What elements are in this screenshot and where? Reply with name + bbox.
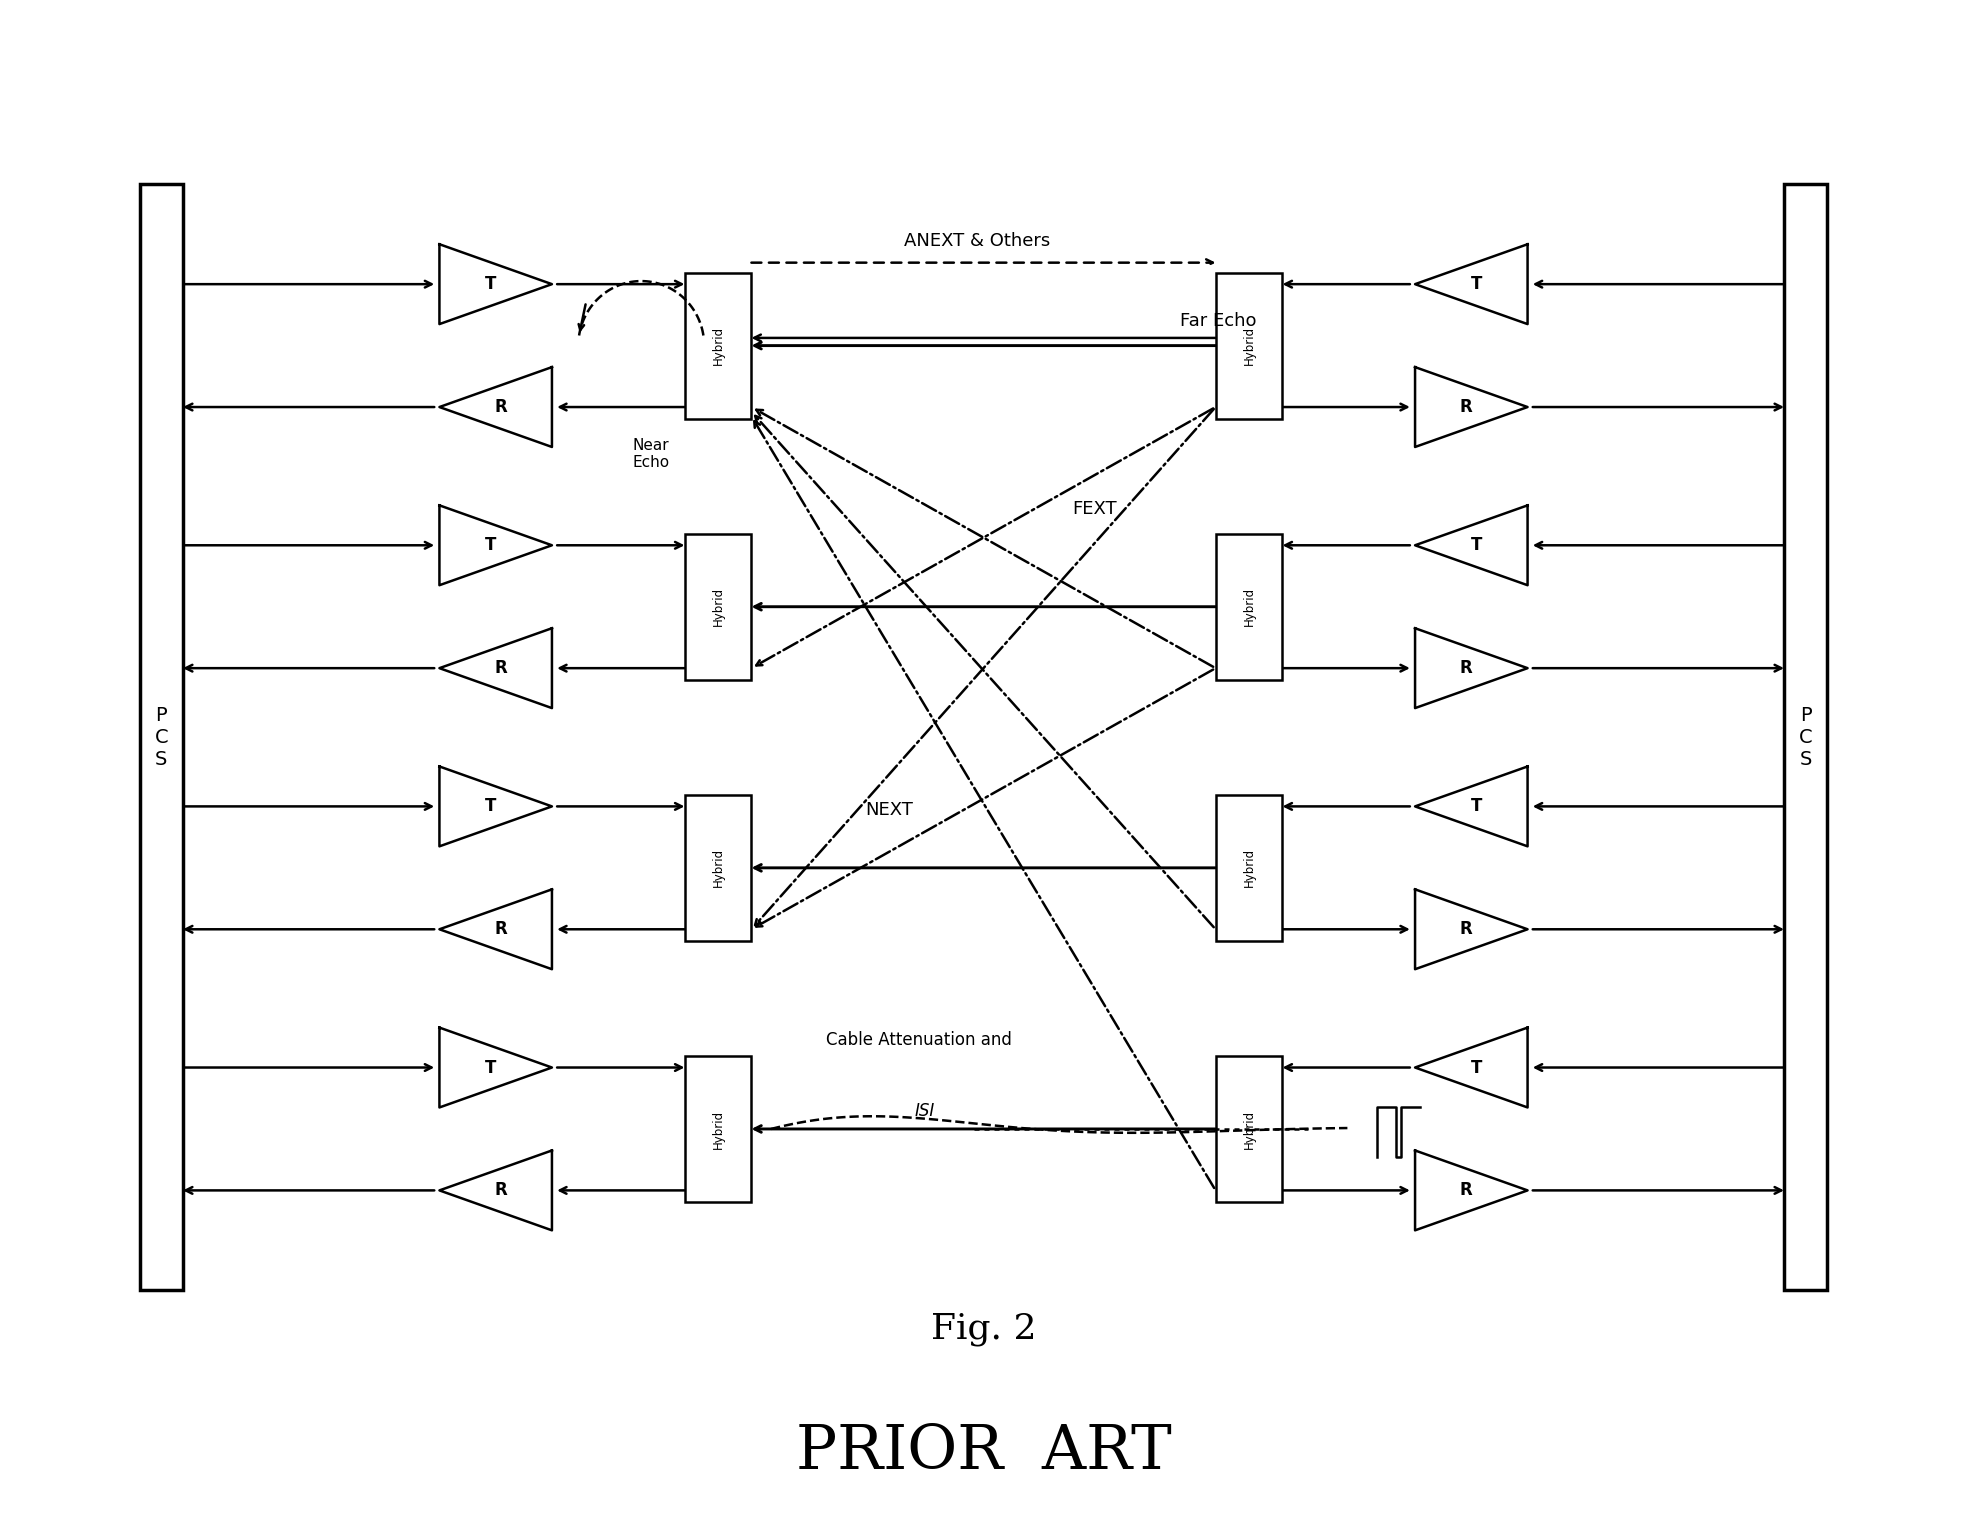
Text: Hybrid: Hybrid	[1243, 848, 1255, 888]
Text: ANEXT & Others: ANEXT & Others	[905, 232, 1050, 250]
Bar	[685, 273, 751, 418]
Text: T: T	[486, 1058, 496, 1077]
Text: Near
Echo: Near Echo	[633, 438, 669, 470]
Text: T: T	[1471, 797, 1481, 816]
Text: T: T	[1471, 275, 1481, 293]
Bar	[1216, 796, 1282, 940]
Text: Hybrid: Hybrid	[712, 1109, 724, 1149]
Text: R: R	[494, 659, 507, 677]
Text: PRIOR  ART: PRIOR ART	[795, 1421, 1172, 1482]
Text: Fig. 2: Fig. 2	[930, 1312, 1037, 1346]
Text: P
C
S: P C S	[155, 705, 167, 770]
Bar	[1216, 273, 1282, 418]
Text: Far Echo: Far Echo	[1180, 312, 1257, 330]
Text: T: T	[1471, 1058, 1481, 1077]
Bar	[1216, 535, 1282, 680]
Text: Hybrid: Hybrid	[1243, 1109, 1255, 1149]
Bar	[140, 184, 183, 1290]
Text: ISI: ISI	[915, 1101, 934, 1120]
Text: FEXT: FEXT	[1072, 499, 1117, 518]
Text: T: T	[486, 797, 496, 816]
Bar	[685, 796, 751, 940]
Text: R: R	[494, 920, 507, 938]
Text: Cable Attenuation and: Cable Attenuation and	[826, 1031, 1011, 1049]
Text: Hybrid: Hybrid	[712, 848, 724, 888]
Bar	[685, 1057, 751, 1201]
Text: Hybrid: Hybrid	[712, 587, 724, 627]
Bar	[1216, 1057, 1282, 1201]
Text: T: T	[486, 275, 496, 293]
Text: T: T	[1471, 536, 1481, 554]
Bar	[685, 535, 751, 680]
Text: Hybrid: Hybrid	[1243, 326, 1255, 366]
Text: R: R	[1460, 398, 1473, 416]
Text: Hybrid: Hybrid	[712, 326, 724, 366]
Text: NEXT: NEXT	[865, 800, 913, 819]
Text: R: R	[1460, 659, 1473, 677]
Text: Hybrid: Hybrid	[1243, 587, 1255, 627]
Text: P
C
S: P C S	[1800, 705, 1812, 770]
Text: R: R	[494, 398, 507, 416]
Text: R: R	[1460, 1181, 1473, 1200]
Text: T: T	[486, 536, 496, 554]
Bar	[1784, 184, 1827, 1290]
Text: R: R	[494, 1181, 507, 1200]
Text: R: R	[1460, 920, 1473, 938]
